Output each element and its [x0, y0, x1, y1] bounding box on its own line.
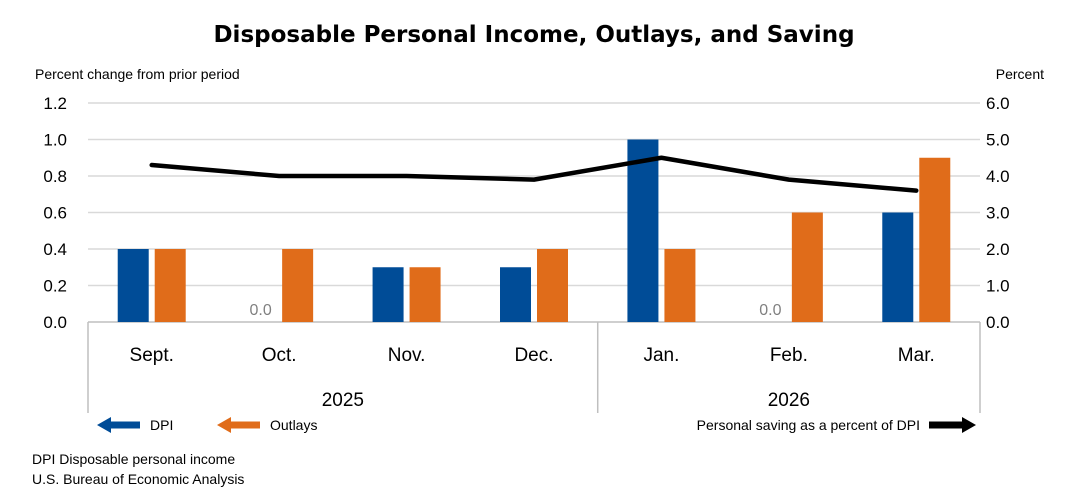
right-tick-label: 5.0	[986, 131, 1010, 150]
category-label: Mar.	[898, 345, 935, 366]
dpi-bar	[882, 212, 914, 322]
right-tick-label: 0.0	[986, 313, 1010, 332]
left-arrow-icon	[97, 417, 140, 433]
category-label: Dec.	[514, 345, 553, 366]
category-label: Sept.	[130, 345, 174, 366]
left-tick-label: 0.6	[43, 204, 67, 223]
year-labels: 2025 2026	[322, 390, 810, 411]
legend-dpi: DPI	[97, 417, 173, 433]
left-tick-label: 1.2	[43, 94, 67, 113]
saving-rate-line	[149, 155, 919, 193]
left-tick-label: 0.2	[43, 277, 67, 296]
left-tick-label: 0.4	[43, 240, 67, 259]
category-label: Nov.	[388, 345, 426, 366]
legend-saving: Personal saving as a percent of DPI	[697, 417, 976, 433]
dpi-bar	[117, 249, 149, 322]
right-tick-label: 6.0	[986, 94, 1010, 113]
legend-label-saving: Personal saving as a percent of DPI	[697, 417, 920, 433]
year-label: 2026	[768, 390, 810, 411]
outlays-bar	[282, 249, 314, 322]
left-tick-label: 1.0	[43, 131, 67, 150]
left-axis-ticks: 1.2 1.0 0.8 0.6 0.4 0.2 0.0	[43, 94, 67, 332]
outlays-bar	[154, 249, 186, 322]
category-separators	[87, 322, 981, 413]
right-axis-ticks: 6.0 5.0 4.0 3.0 2.0 1.0 0.0	[986, 94, 1010, 332]
footnote-dpi-definition: DPI Disposable personal income	[32, 451, 235, 467]
zero-value-labels: 0.0 0.0	[250, 302, 782, 319]
left-tick-label: 0.8	[43, 167, 67, 186]
zero-value-label: 0.0	[759, 302, 781, 319]
dpi-bar	[500, 267, 531, 322]
left-arrow-icon	[217, 417, 260, 433]
chart-title: Disposable Personal Income, Outlays, and…	[213, 22, 854, 48]
zero-value-label: 0.0	[250, 302, 272, 319]
year-label: 2025	[322, 390, 364, 411]
outlays-bar	[919, 157, 951, 322]
outlays-bar	[537, 249, 568, 322]
saving-line-series	[149, 155, 919, 193]
left-axis-label: Percent change from prior period	[35, 66, 240, 82]
right-arrow-icon	[929, 417, 976, 433]
category-label: Feb.	[770, 345, 808, 366]
category-label: Jan.	[643, 345, 679, 366]
legend-label-dpi: DPI	[150, 417, 173, 433]
category-label: Oct.	[262, 345, 297, 366]
outlays-bar	[791, 212, 823, 322]
right-tick-label: 1.0	[986, 277, 1010, 296]
left-tick-label: 0.0	[43, 313, 67, 332]
footnote-source: U.S. Bureau of Economic Analysis	[32, 471, 244, 487]
right-tick-label: 3.0	[986, 204, 1010, 223]
right-tick-label: 2.0	[986, 240, 1010, 259]
dpi-bar	[372, 267, 404, 322]
legend: DPI Outlays Personal saving as a percent…	[97, 417, 976, 433]
dpi-bar	[627, 139, 659, 322]
outlays-bar	[664, 249, 696, 322]
legend-outlays: Outlays	[217, 417, 317, 433]
bars	[117, 139, 951, 322]
right-tick-label: 4.0	[986, 167, 1010, 186]
gridlines	[88, 102, 980, 323]
right-axis-label: Percent	[996, 66, 1044, 82]
outlays-bar	[409, 267, 441, 322]
category-labels: Sept. Oct. Nov. Dec. Jan. Feb. Mar.	[130, 345, 935, 366]
legend-label-outlays: Outlays	[270, 417, 317, 433]
